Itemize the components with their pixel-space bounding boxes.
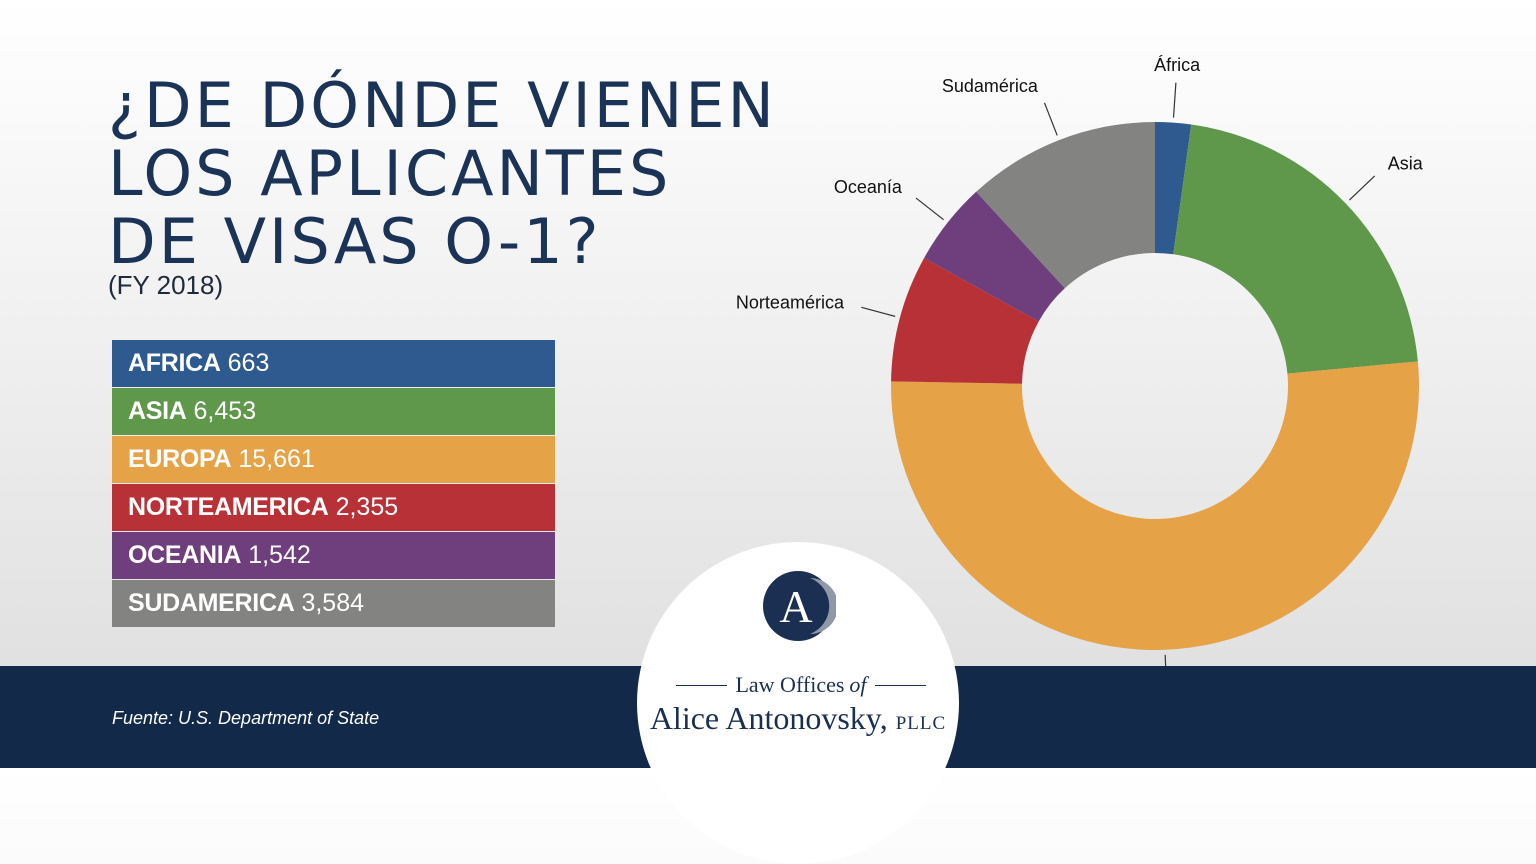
leader-line-oceania [915,197,944,221]
title-line: de visas O-1? [108,205,602,278]
table-row: EUROPA 15,661 [112,436,555,483]
region-value: 663 [227,349,270,377]
slice-label-sudamerica: Sudamérica [942,76,1039,96]
divider [676,684,728,686]
page-title: ¿De dónde vienen los aplicantes de visas… [108,72,777,276]
leader-line-africa [1172,82,1177,118]
region-value: 6,453 [193,397,257,425]
firm-tagline-text: Law Offices [735,672,845,697]
region-value: 3,584 [301,589,365,617]
donut-slice-oceania [924,191,1065,322]
firm-monogram-logo: A [763,571,836,641]
slice-label-asia: Asia [1388,153,1424,173]
region-value: 2,355 [335,493,399,521]
table-row: NORTEAMERICA 2,355 [112,484,555,531]
donut-chart: ÁfricaAsiaEuropaNorteaméricaOceaníaSudam… [736,55,1424,718]
table-row: AFRICA 663 [112,340,555,387]
monogram-letter: A [779,581,812,632]
firm-suffix: PLLC [895,713,947,734]
donut-slice-africa [1155,122,1192,255]
leader-line-asia [1348,175,1376,201]
leader-line-sudamerica [1043,102,1058,136]
slice-label-norteamerica: Norteamérica [736,293,845,313]
title-line: los aplicantes [108,137,672,210]
region-name: AFRICA [128,349,221,377]
slice-label-africa: África [1154,55,1201,75]
fiscal-year-subtitle: (FY 2018) [108,270,224,300]
region-name: EUROPA [128,445,232,473]
table-row: SUDAMERICA 3,584 [112,580,555,627]
table-row: ASIA 6,453 [112,388,555,435]
firm-name: Alice Antonovsky, PLLC [648,700,948,737]
title-line: ¿De dónde vienen [108,69,777,142]
region-name: OCEANIA [128,541,242,569]
region-value: 15,661 [238,445,315,473]
firm-tagline-of: of [849,672,867,697]
donut-slice-europa [890,361,1419,650]
region-name: ASIA [128,397,187,425]
firm-name-text: Alice Antonovsky, [649,700,888,736]
firm-tagline: Law Offices of [668,672,934,698]
divider [874,684,926,686]
donut-slice-sudamerica [976,122,1155,289]
table-row: OCEANIA 1,542 [112,532,555,579]
donut-slice-norteamerica [891,257,1039,384]
slice-label-oceania: Oceanía [834,177,903,197]
region-name: SUDAMERICA [128,589,295,617]
donut-slice-asia [1173,124,1418,374]
region-value: 1,542 [248,541,311,569]
leader-line-norteamerica [861,306,896,317]
region-value-table: AFRICA 663 ASIA 6,453 EUROPA 15,661 NORT… [112,340,555,628]
source-note: Fuente: U.S. Department of State [112,708,380,728]
region-name: NORTEAMERICA [128,493,329,521]
